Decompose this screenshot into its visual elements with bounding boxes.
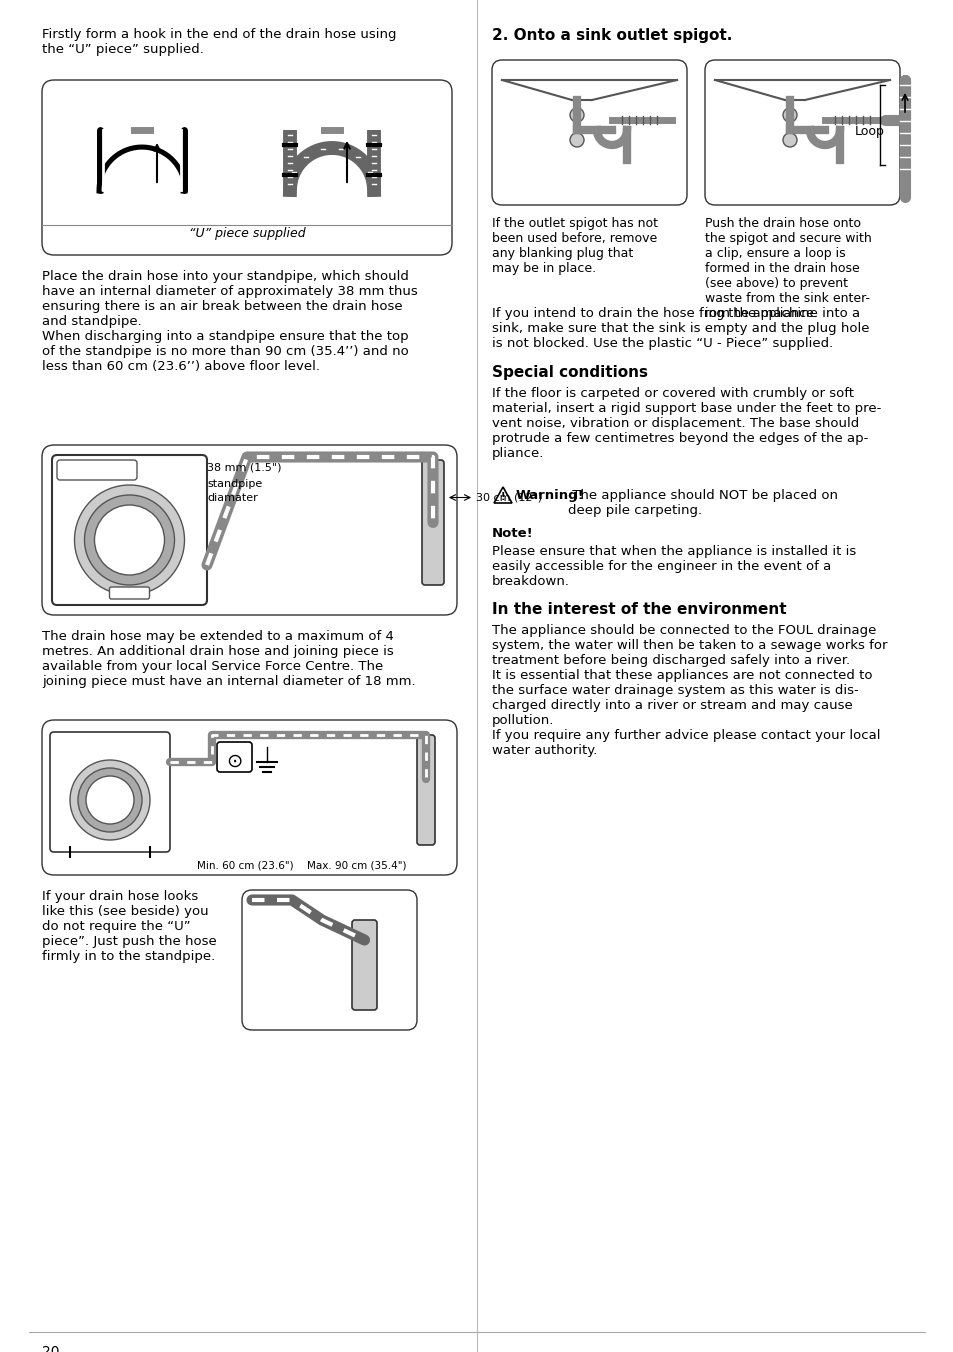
Text: Please ensure that when the appliance is installed it is
easily accessible for t: Please ensure that when the appliance is… — [492, 545, 856, 588]
Text: diamater: diamater — [207, 493, 257, 503]
Text: Min. 60 cm (23.6"): Min. 60 cm (23.6") — [196, 860, 294, 869]
Text: Max. 90 cm (35.4"): Max. 90 cm (35.4") — [307, 860, 406, 869]
FancyBboxPatch shape — [216, 742, 252, 772]
Circle shape — [74, 485, 184, 595]
Text: The drain hose may be extended to a maximum of 4
metres. An additional drain hos: The drain hose may be extended to a maxi… — [42, 630, 416, 688]
Text: ⊙: ⊙ — [226, 752, 242, 771]
Text: Note!: Note! — [492, 527, 533, 539]
Text: 20: 20 — [42, 1345, 59, 1352]
Text: The appliance should NOT be placed on
deep pile carpeting.: The appliance should NOT be placed on de… — [567, 489, 837, 516]
FancyBboxPatch shape — [110, 587, 150, 599]
Text: Place the drain hose into your standpipe, which should
have an internal diameter: Place the drain hose into your standpipe… — [42, 270, 417, 373]
Text: !: ! — [500, 492, 505, 502]
Text: 38 mm (1.5"): 38 mm (1.5") — [207, 462, 281, 473]
Text: Firstly form a hook in the end of the drain hose using
the “U” piece” supplied.: Firstly form a hook in the end of the dr… — [42, 28, 396, 55]
Text: Warning!: Warning! — [516, 489, 584, 502]
Text: If your drain hose looks
like this (see beside) you
do not require the “U”
piece: If your drain hose looks like this (see … — [42, 890, 216, 963]
FancyBboxPatch shape — [352, 919, 376, 1010]
FancyBboxPatch shape — [50, 731, 170, 852]
Polygon shape — [494, 487, 512, 503]
Text: standpipe: standpipe — [207, 479, 262, 489]
FancyBboxPatch shape — [57, 460, 137, 480]
FancyBboxPatch shape — [42, 80, 452, 256]
Circle shape — [85, 495, 174, 585]
FancyBboxPatch shape — [704, 59, 899, 206]
Circle shape — [782, 108, 796, 122]
Text: 2. Onto a sink outlet spigot.: 2. Onto a sink outlet spigot. — [492, 28, 732, 43]
Text: If the floor is carpeted or covered with crumbly or soft
material, insert a rigi: If the floor is carpeted or covered with… — [492, 387, 881, 460]
Text: Loop: Loop — [854, 124, 884, 138]
Text: If the outlet spigot has not
been used before, remove
any blanking plug that
may: If the outlet spigot has not been used b… — [492, 218, 658, 274]
FancyBboxPatch shape — [52, 456, 207, 604]
Circle shape — [782, 132, 796, 147]
Text: Special conditions: Special conditions — [492, 365, 647, 380]
Text: The appliance should be connected to the FOUL drainage
system, the water will th: The appliance should be connected to the… — [492, 625, 886, 757]
Text: Push the drain hose onto
the spigot and secure with
a clip, ensure a loop is
for: Push the drain hose onto the spigot and … — [704, 218, 871, 320]
FancyBboxPatch shape — [492, 59, 686, 206]
Circle shape — [94, 506, 164, 575]
FancyBboxPatch shape — [42, 445, 456, 615]
Circle shape — [78, 768, 142, 831]
Text: 30 cm (12"): 30 cm (12") — [476, 492, 541, 503]
FancyBboxPatch shape — [416, 735, 435, 845]
FancyBboxPatch shape — [42, 721, 456, 875]
Text: If you intend to drain the hose from the machine into a
sink, make sure that the: If you intend to drain the hose from the… — [492, 307, 868, 350]
Text: “U” piece supplied: “U” piece supplied — [189, 227, 305, 241]
Text: In the interest of the environment: In the interest of the environment — [492, 602, 786, 617]
Circle shape — [569, 132, 583, 147]
Circle shape — [569, 108, 583, 122]
FancyBboxPatch shape — [421, 460, 443, 585]
Circle shape — [86, 776, 133, 823]
Circle shape — [70, 760, 150, 840]
FancyBboxPatch shape — [242, 890, 416, 1030]
